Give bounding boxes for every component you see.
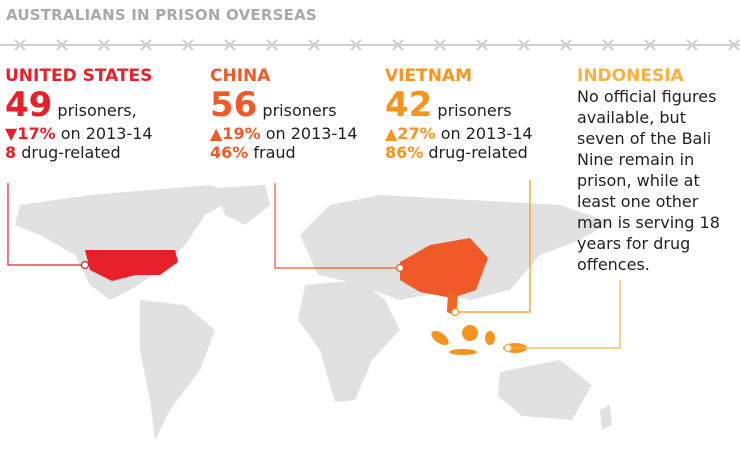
barb: [560, 39, 572, 51]
barb: [728, 39, 740, 51]
description-line: prison, while at: [577, 171, 700, 190]
count-label: prisoners: [262, 101, 337, 120]
change: ▼17%: [5, 124, 56, 143]
count: 49: [5, 85, 53, 125]
count-label: prisoners,: [57, 101, 137, 120]
count: 42: [385, 85, 433, 125]
count: 56: [210, 85, 258, 125]
description-line: years for drug: [577, 234, 691, 253]
country-name: VIETNAM: [385, 66, 472, 86]
barb: [350, 39, 362, 51]
description-line: Nine remain in: [577, 150, 695, 169]
description-line: offences.: [577, 255, 650, 274]
barb: [602, 39, 614, 51]
description: No official figures available, but seven o…: [577, 86, 720, 275]
change-label: on 2013-14: [440, 124, 533, 143]
stat: 8: [5, 143, 17, 162]
stat-label: drug-related: [428, 143, 528, 162]
count-label: prisoners: [437, 101, 512, 120]
barb: [140, 39, 152, 51]
description-line: least one other: [577, 192, 699, 211]
barb: [518, 39, 530, 51]
stat: 86%: [385, 143, 424, 162]
barb: [224, 39, 236, 51]
stat-label: fraud: [253, 143, 296, 162]
barb: [392, 39, 404, 51]
change: ▲19%: [210, 124, 261, 143]
barb: [266, 39, 278, 51]
barb: [434, 39, 446, 51]
description-line: man is serving 18: [577, 213, 720, 232]
stat-label: drug-related: [21, 143, 121, 162]
leader-lines: [7, 180, 621, 353]
barb: [14, 39, 26, 51]
barb: [644, 39, 656, 51]
us-panel: UNITED STATES 49 prisoners, ▼17% on 2013…: [5, 66, 153, 162]
country-name: INDONESIA: [577, 66, 684, 86]
change-label: on 2013-14: [265, 124, 358, 143]
description-line: seven of the Bali: [577, 129, 712, 148]
barb: [56, 39, 68, 51]
description-line: No official figures: [577, 87, 717, 106]
barb: [686, 39, 698, 51]
country-name: CHINA: [210, 66, 271, 86]
united-states-shape: [85, 250, 178, 281]
change-label: on 2013-14: [60, 124, 153, 143]
china-shape: [400, 238, 488, 298]
country-name: UNITED STATES: [5, 66, 153, 86]
barbed-wire: [0, 39, 740, 51]
indonesia-panel: INDONESIA No official figures available, …: [577, 66, 720, 275]
stat: 46%: [210, 143, 249, 162]
indonesia-shape: [431, 325, 527, 355]
barb: [98, 39, 110, 51]
title: AUSTRALIANS IN PRISON OVERSEAS: [6, 6, 317, 24]
change: ▲27%: [385, 124, 436, 143]
china-panel: CHINA 56 prisoners ▲19% on 2013-14 46% f…: [210, 66, 358, 162]
barb: [476, 39, 488, 51]
vietnam-panel: VIETNAM 42 prisoners ▲27% on 2013-14 86%…: [385, 66, 533, 162]
barb: [308, 39, 320, 51]
barb: [182, 39, 194, 51]
description-line: available, but: [577, 108, 686, 127]
